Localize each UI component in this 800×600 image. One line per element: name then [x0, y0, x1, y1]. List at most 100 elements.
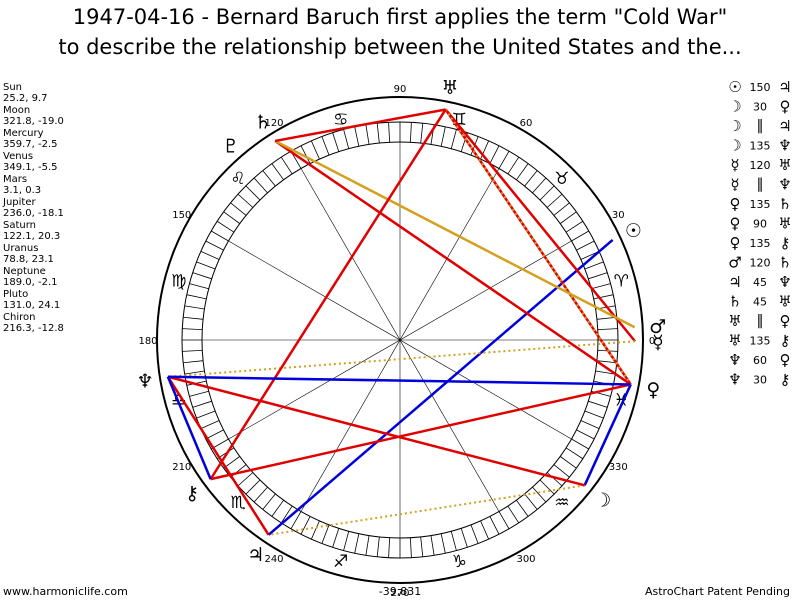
ring-tick	[591, 283, 611, 290]
ring-tick	[524, 493, 538, 510]
ring-tick	[310, 520, 320, 540]
aspect-line	[268, 484, 585, 536]
planet-name: Uranus	[3, 243, 38, 254]
planet-position: 349.1, -5.5	[3, 162, 58, 173]
ring-tick	[571, 438, 589, 450]
aspect-to: ♆	[778, 137, 791, 155]
aspect-to: ♅	[778, 293, 791, 311]
ring-tick	[546, 193, 563, 208]
ring-tick	[584, 410, 604, 419]
planet-position: 131.0, 24.1	[3, 300, 60, 311]
ring-tick	[480, 140, 490, 160]
aspect-line	[210, 383, 632, 481]
aspect-line	[167, 375, 585, 487]
ring-tick	[262, 170, 276, 187]
ring-tick	[365, 535, 370, 556]
ring-tick	[271, 499, 284, 517]
aspect-from: ♆	[728, 351, 741, 369]
ring-tick	[354, 126, 360, 147]
aspect-angle: 60	[753, 354, 767, 367]
ring-tick	[189, 390, 209, 397]
aspect-to: ♆	[778, 176, 791, 194]
sign-glyph: ♉	[554, 169, 569, 189]
planet-glyph: ♅	[442, 77, 459, 99]
ring-tick	[192, 400, 212, 408]
planet-position: 321.8, -19.0	[3, 116, 64, 127]
ring-tick	[205, 240, 224, 251]
planet-glyph: ☿	[652, 331, 664, 353]
ring-tick	[280, 505, 293, 524]
aspect-line	[274, 108, 446, 143]
ring-tick	[409, 537, 412, 558]
aspect-from: ♅	[728, 312, 741, 330]
aspect-angle: 135	[750, 140, 771, 153]
ring-tick	[409, 122, 412, 143]
ring-tick	[588, 272, 608, 280]
ring-tick	[516, 163, 529, 181]
aspect-angle: 45	[753, 296, 767, 309]
degree-label: 330	[609, 462, 628, 473]
aspect-to: ♃	[778, 78, 791, 96]
ring-tick	[245, 479, 261, 495]
ring-tick	[321, 524, 330, 544]
ring-tick	[332, 528, 340, 548]
aspect-line	[167, 340, 636, 378]
aspect-line	[167, 375, 631, 386]
ring-tick	[321, 136, 330, 156]
ring-tick	[498, 151, 510, 169]
ring-tick	[237, 193, 254, 208]
ring-tick	[588, 400, 608, 408]
ring-tick	[595, 370, 616, 375]
ring-tick	[480, 520, 490, 540]
aspect-from: ☉	[728, 78, 741, 96]
planet-position: 122.1, 20.3	[3, 231, 60, 242]
sign-glyph: ♏	[230, 493, 245, 513]
aspect-line	[209, 108, 447, 480]
ring-tick	[196, 410, 216, 419]
aspect-to: ♅	[778, 156, 791, 174]
ring-tick	[420, 536, 424, 557]
ring-tick	[565, 220, 584, 233]
ring-tick	[524, 170, 538, 187]
planet-name: Pluto	[3, 289, 28, 300]
outer-circle	[156, 96, 644, 584]
aspect-from: ♀	[730, 234, 741, 252]
aspect-to: ♅	[778, 215, 791, 233]
ring-tick	[182, 349, 203, 352]
ring-tick	[253, 486, 268, 503]
ring-tick	[450, 531, 457, 551]
ring-tick	[211, 230, 229, 242]
sign-glyph: ♌	[230, 169, 245, 189]
ring-tick	[596, 360, 617, 364]
ring-tick	[584, 261, 604, 270]
aspect-from: ♀	[730, 195, 741, 213]
ring-tick	[546, 472, 563, 487]
ring-tick	[516, 499, 529, 517]
aspect-from: ☽	[728, 98, 741, 116]
aspect-to: ♀	[780, 312, 791, 330]
planet-name: Neptune	[3, 266, 46, 277]
aspect-angle: ‖	[757, 118, 764, 134]
aspect-from: ♆	[728, 371, 741, 389]
aspect-line	[166, 376, 270, 536]
ring-tick	[183, 316, 204, 320]
degree-label: 240	[264, 554, 283, 565]
planet-position: 25.2, 9.7	[3, 93, 48, 104]
aspect-to: ⚷	[780, 234, 791, 252]
sign-glyph: ♑	[452, 552, 467, 572]
ring-tick	[420, 123, 424, 144]
planet-position: 236.0, -18.1	[3, 208, 64, 219]
degree-label: 180	[138, 336, 157, 347]
degree-label: 270	[390, 588, 409, 599]
ring-tick	[184, 305, 205, 310]
aspect-angle: 90	[753, 218, 767, 231]
planet-glyph: ☉	[625, 220, 642, 242]
aspect-from: ♅	[728, 332, 741, 350]
planet-name: Saturn	[3, 220, 36, 231]
ring-tick	[230, 202, 247, 216]
ring-tick	[489, 516, 500, 535]
ring-tick	[470, 524, 479, 544]
ring-tick	[354, 533, 360, 554]
aspect-from: ☽	[728, 137, 741, 155]
